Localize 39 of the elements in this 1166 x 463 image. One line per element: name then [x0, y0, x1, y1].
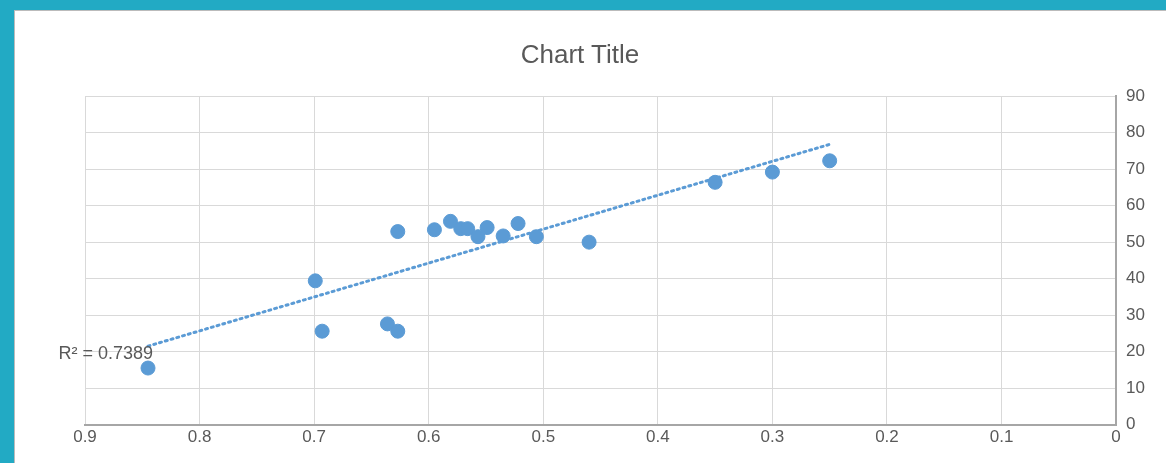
point — [495, 228, 511, 244]
annotation: R² = 0.7389 — [58, 343, 154, 364]
point — [140, 360, 156, 376]
point — [510, 216, 526, 232]
point — [390, 224, 406, 240]
y-tick-label: 30 — [1126, 304, 1146, 324]
point — [479, 220, 495, 236]
x-tick-label: 0.9 — [73, 427, 97, 447]
point — [390, 323, 406, 339]
point — [314, 323, 330, 339]
x-tick-label: 0.3 — [760, 427, 785, 447]
x-tick-label: 0.1 — [989, 427, 1014, 447]
x-tick-label: 0.7 — [302, 427, 326, 447]
point — [764, 164, 780, 180]
point — [707, 174, 723, 190]
y-tick-label: 70 — [1126, 158, 1146, 178]
point — [426, 222, 442, 238]
point — [822, 153, 838, 169]
y-tick-label: 10 — [1126, 377, 1146, 397]
y-tick-label: 0 — [1126, 414, 1136, 434]
y-tick-label: 60 — [1126, 195, 1146, 215]
x-tick-label: 0.2 — [875, 427, 899, 447]
point — [470, 229, 486, 245]
x-tick-label: 0.4 — [646, 427, 670, 447]
x-tick-label: 0 — [1111, 427, 1121, 447]
point — [581, 234, 597, 250]
y-tick-label: 50 — [1126, 231, 1146, 251]
x-tick-label: 0.8 — [187, 427, 212, 447]
chart-title: Chart Title — [519, 39, 641, 70]
y-tick-label: 90 — [1126, 85, 1146, 105]
x-tick-label: 0.5 — [531, 427, 556, 447]
point — [379, 316, 395, 332]
y-tick-label: 80 — [1126, 122, 1146, 142]
point — [442, 213, 458, 229]
x-tick-label: 0.6 — [416, 427, 441, 447]
point — [528, 229, 544, 245]
y-tick-label: 20 — [1126, 341, 1146, 361]
point — [307, 273, 323, 289]
y-tick-label: 40 — [1126, 268, 1146, 288]
